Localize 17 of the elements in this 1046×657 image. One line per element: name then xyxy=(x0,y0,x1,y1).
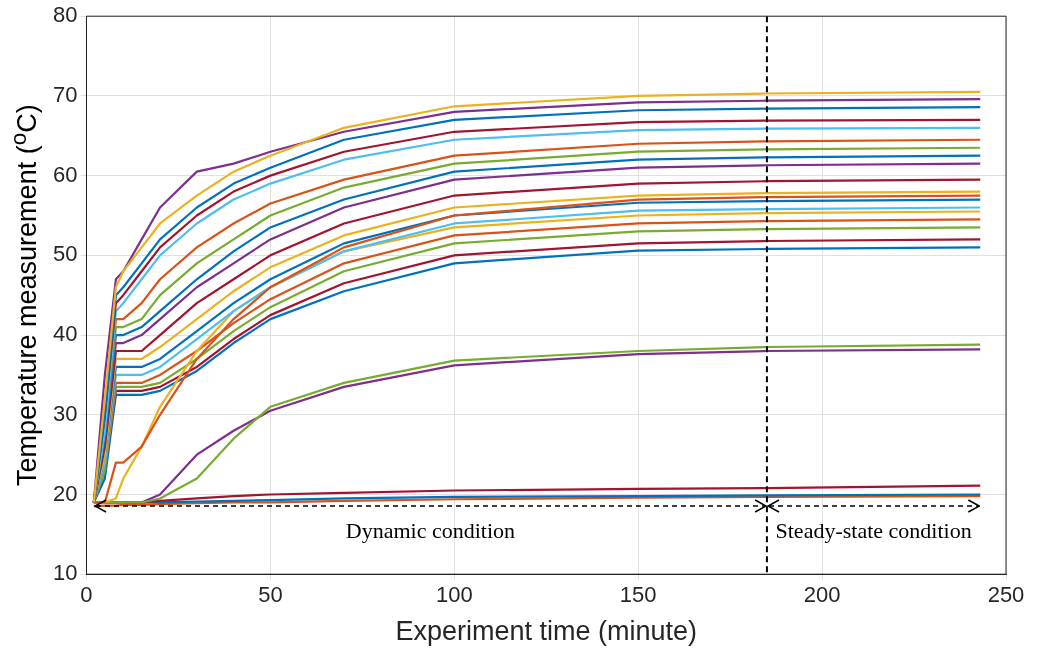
annotation: Dynamic condition xyxy=(345,517,515,543)
annotation: Steady-state condition xyxy=(775,517,972,543)
x-tick-label: 250 xyxy=(987,582,1025,608)
x-tick-label: 100 xyxy=(435,582,473,608)
y-tick-label: 70 xyxy=(52,81,78,107)
y-tick-label: 80 xyxy=(52,2,78,28)
y-tick-label: 60 xyxy=(52,161,78,187)
x-tick-label: 200 xyxy=(803,582,841,608)
y-tick-label: 10 xyxy=(52,560,78,586)
y-tick-label: 20 xyxy=(52,480,78,506)
x-axis-title: Experiment time (minute) xyxy=(395,616,698,647)
y-tick-label: 50 xyxy=(52,241,78,267)
x-tick-label: 0 xyxy=(80,582,93,608)
y-tick-label: 40 xyxy=(52,321,78,347)
x-tick-label: 150 xyxy=(619,582,657,608)
x-tick-label: 50 xyxy=(258,582,283,608)
y-tick-label: 30 xyxy=(52,400,78,426)
